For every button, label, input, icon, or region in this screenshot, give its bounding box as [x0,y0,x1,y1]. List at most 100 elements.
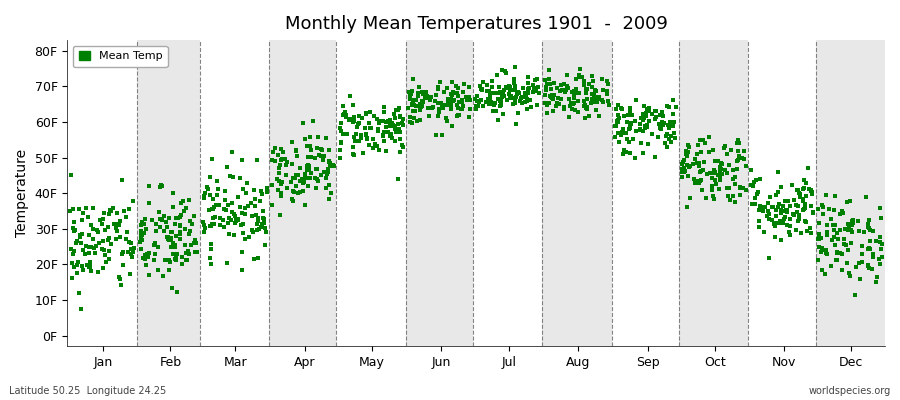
Point [413,104,428,110]
Point [693,169,707,176]
Point [162,237,176,243]
Point [700,170,715,177]
Point [686,161,700,167]
Point [827,222,842,228]
Point [422,94,436,101]
Point [338,109,353,116]
Point [783,216,797,222]
Point [134,232,148,238]
Point [242,234,256,240]
Point [861,245,876,252]
Point [339,114,354,120]
Point [648,154,662,161]
Point [295,176,310,182]
Point [624,120,638,126]
Point [496,111,510,117]
Point [285,138,300,145]
Point [256,221,270,228]
Point [728,180,742,187]
Point [611,118,625,125]
Point [779,206,794,213]
Point [507,87,521,94]
Point [530,101,544,108]
Point [735,184,750,191]
Point [81,263,95,270]
Point [751,191,765,197]
Point [392,129,407,136]
Point [183,227,197,234]
Point [311,178,326,184]
Point [797,206,812,212]
Point [624,121,638,128]
Point [588,96,602,102]
Point [257,225,272,232]
Point [334,120,348,126]
Point [384,135,399,141]
Point [588,96,602,103]
Point [302,134,317,140]
Point [77,251,92,258]
Point [136,255,150,262]
Point [319,185,333,192]
Point [416,90,430,97]
Point [798,201,813,207]
Point [160,236,175,242]
Point [874,254,888,260]
Point [470,93,484,100]
Point [147,242,161,248]
Point [507,76,521,83]
Point [845,221,859,227]
Point [370,116,384,122]
Point [372,120,386,127]
Point [182,251,196,258]
Point [112,276,127,282]
Point [663,119,678,126]
Point [825,236,840,243]
Point [831,257,845,263]
Point [64,246,78,253]
Point [777,216,791,222]
Point [608,134,623,140]
Point [352,120,366,126]
Point [234,222,248,228]
Point [426,105,440,111]
Point [442,98,456,104]
Point [717,167,732,173]
Point [520,96,535,102]
Point [185,221,200,228]
Point [86,205,101,211]
Point [660,144,674,150]
Point [788,202,803,208]
Point [752,218,767,224]
Point [122,270,137,277]
Point [104,241,118,247]
Point [826,226,841,233]
Point [601,98,616,104]
Point [543,93,557,99]
Point [619,119,634,125]
Point [842,198,857,204]
Point [402,119,417,125]
Point [794,230,808,236]
Point [587,92,601,98]
Point [491,117,505,124]
Point [870,274,885,281]
Point [636,114,651,121]
Point [713,165,727,171]
Point [244,200,258,206]
Point [530,84,544,91]
Point [68,219,82,225]
Point [705,175,719,182]
Point [582,81,597,88]
Point [841,226,855,233]
Point [285,174,300,181]
Point [538,87,553,93]
Point [638,125,652,132]
Point [866,251,880,257]
Point [832,227,847,234]
Point [66,224,80,231]
Point [65,275,79,281]
Point [169,232,184,239]
Point [804,186,818,193]
Point [569,86,583,92]
